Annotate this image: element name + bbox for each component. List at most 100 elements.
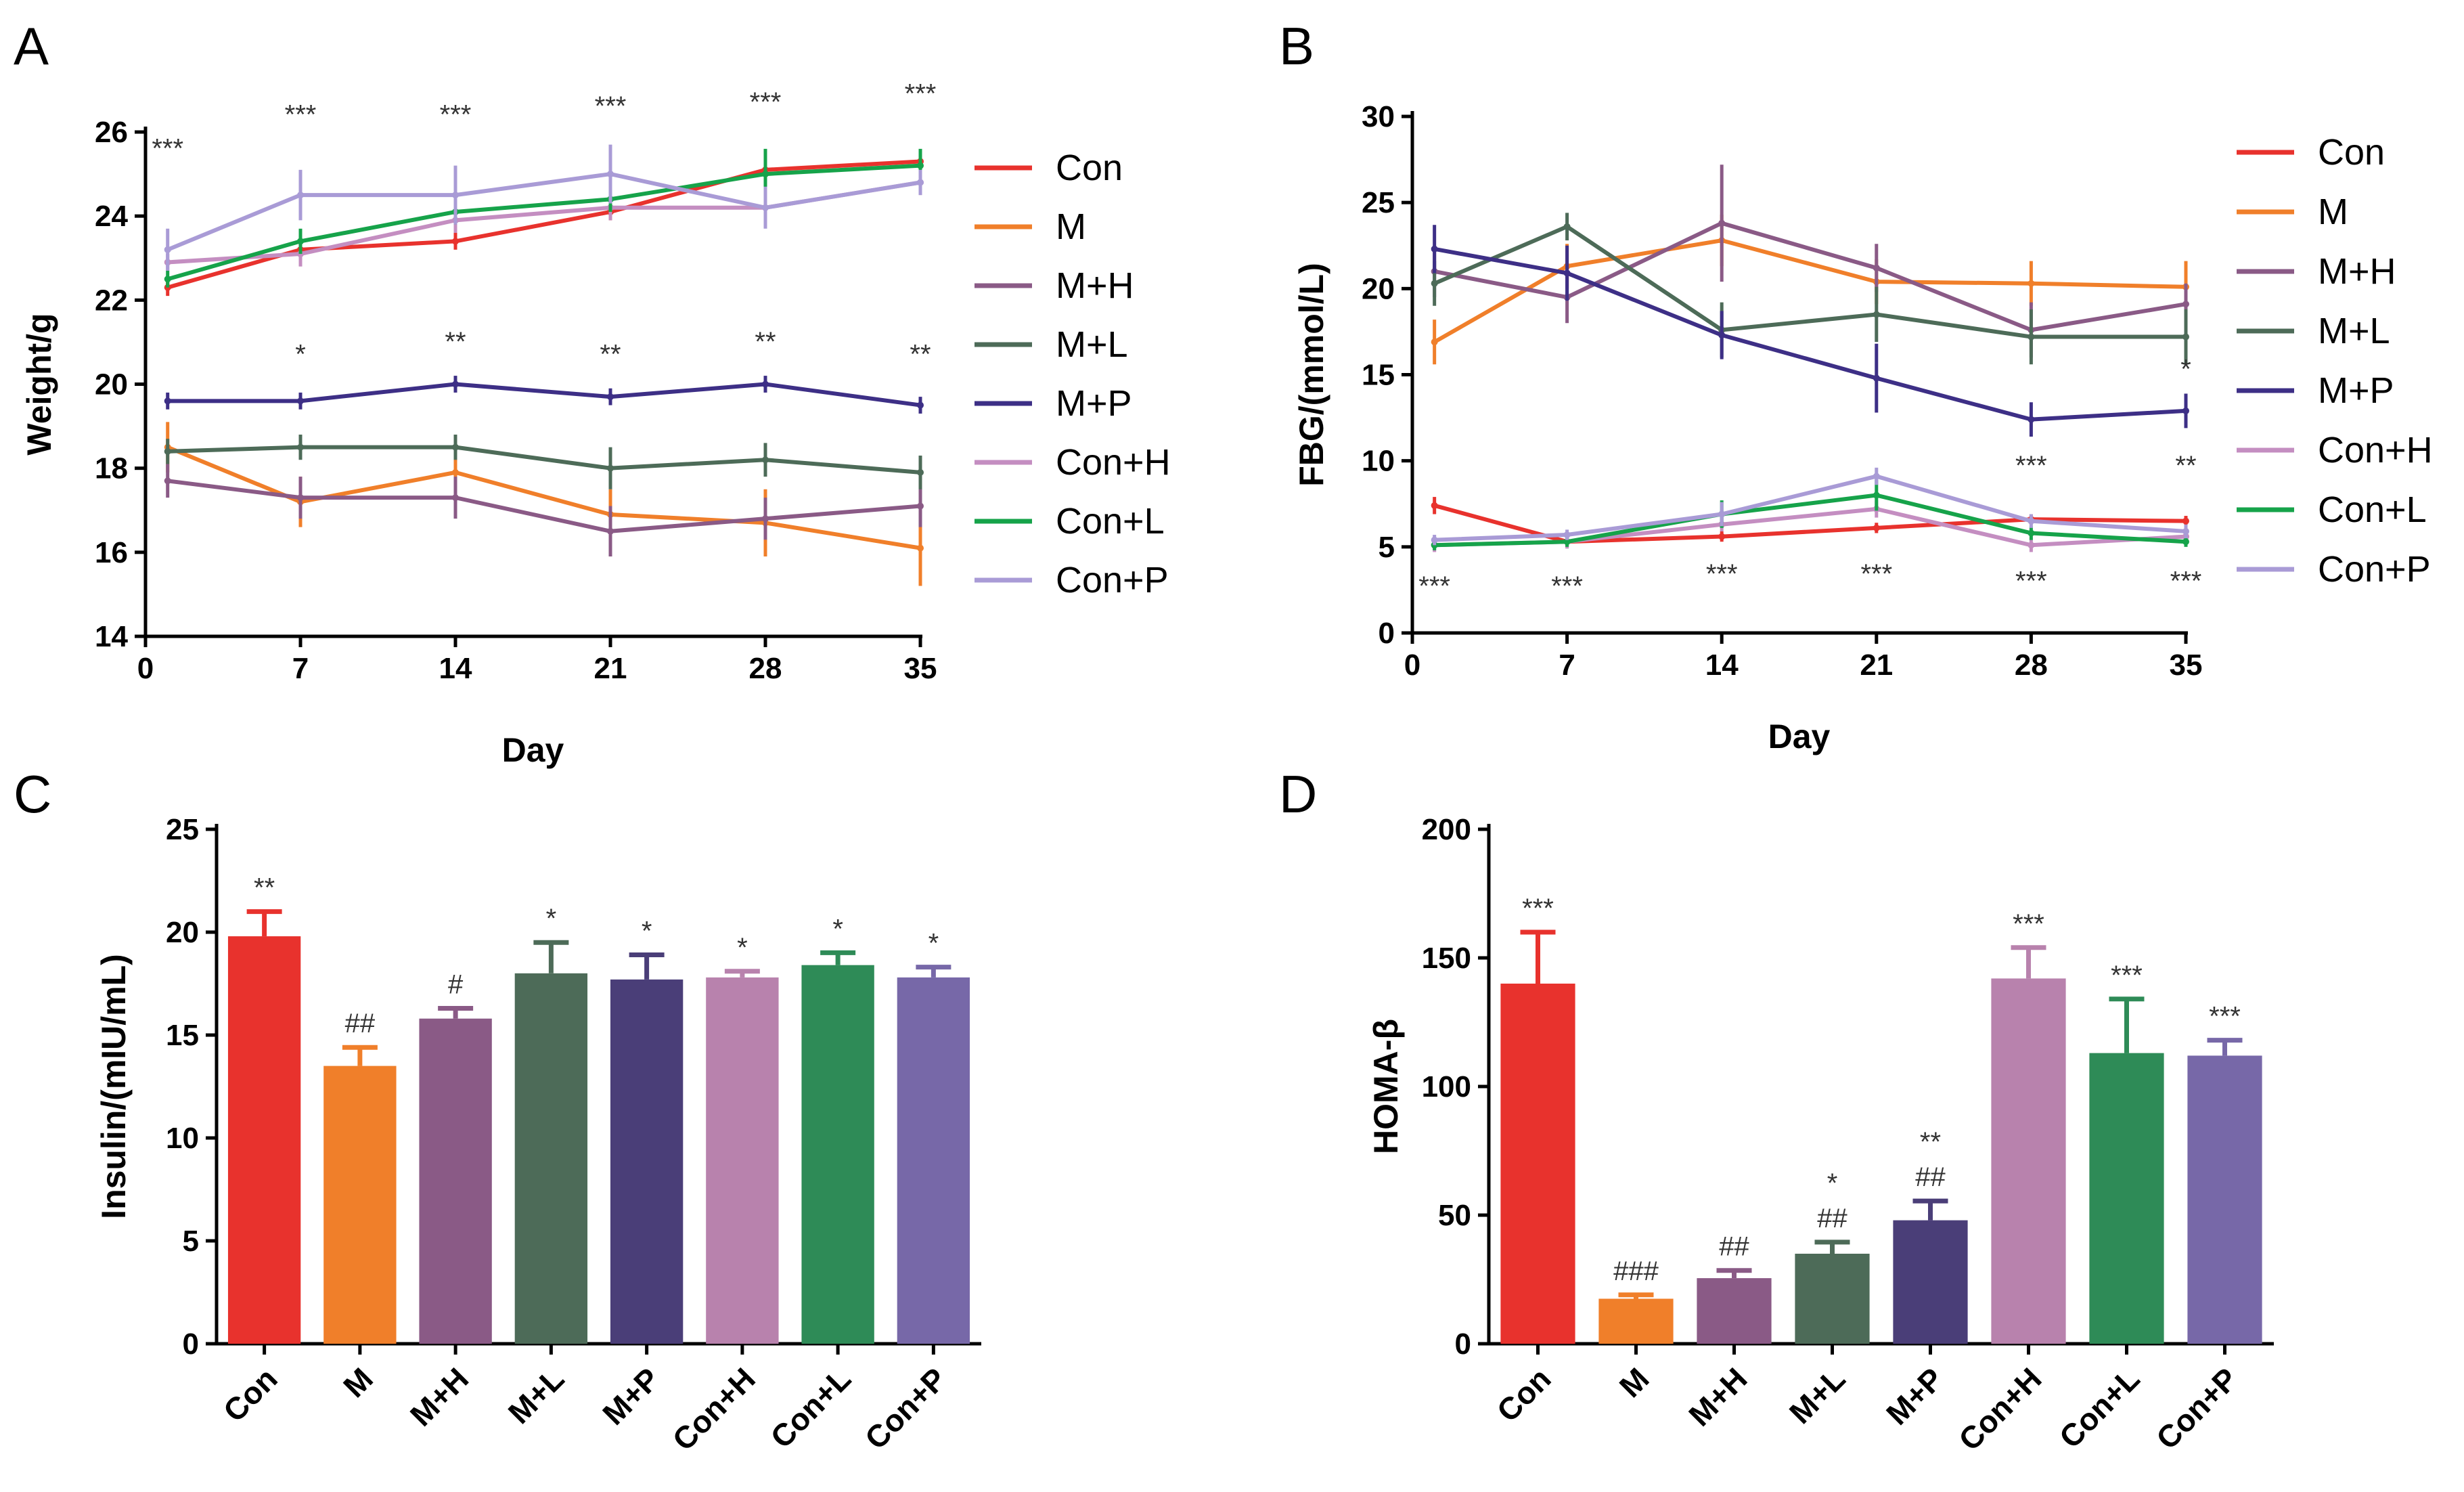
data-point [1563, 223, 1571, 230]
data-point [2182, 301, 2189, 308]
x-tick-label: 0 [1404, 649, 1420, 682]
bar [419, 1018, 492, 1344]
legend-label: M+P [2318, 370, 2394, 411]
data-point [2028, 280, 2035, 287]
significance-label: ** [445, 327, 466, 357]
data-point [2182, 527, 2189, 535]
legend-label: Con+L [2318, 489, 2427, 530]
significance-label: *** [2170, 566, 2202, 596]
data-point [164, 246, 171, 253]
data-point [1431, 245, 1438, 253]
series-line [1434, 246, 2187, 422]
series-line [1434, 493, 2187, 548]
y-tick-label: 5 [183, 1225, 199, 1258]
x-tick-label: 35 [904, 652, 937, 685]
data-point [1563, 538, 1571, 546]
significance-label: ** [755, 327, 776, 357]
bar [1697, 1278, 1772, 1344]
series-m-plus-p [164, 376, 924, 414]
bar [1598, 1298, 1674, 1344]
x-tick-label: 28 [2015, 649, 2048, 682]
bar-m-plus-h [1697, 1268, 1772, 1344]
bar-con-plus-l [801, 950, 874, 1344]
significance-label: *** [905, 79, 937, 109]
series-line [167, 445, 921, 475]
data-point [762, 204, 769, 211]
x-tick-label: 28 [749, 652, 782, 685]
y-axis-title: FBG/(mmol/L) [1293, 263, 1330, 487]
significance-label: *** [595, 91, 627, 121]
data-point [2182, 538, 2189, 546]
data-point [297, 443, 304, 451]
bar-m-plus-p [610, 952, 684, 1344]
data-point [607, 393, 614, 401]
data-point [452, 468, 459, 476]
data-point [762, 380, 769, 388]
bar-con [227, 909, 301, 1344]
significance-label: ** [1920, 1127, 1941, 1157]
x-tick-label: 21 [1860, 649, 1893, 682]
y-tick-label: 0 [183, 1328, 199, 1361]
legend-label: Con+H [2318, 430, 2433, 470]
panel-letter: B [1279, 16, 1314, 76]
series-line [1433, 224, 2186, 339]
y-tick-label: 25 [1362, 186, 1395, 219]
series-line [166, 445, 921, 550]
significance-label: * [832, 914, 843, 944]
x-tick-label: 7 [292, 652, 309, 685]
data-point [1563, 531, 1571, 539]
legend-label: Con+P [1056, 560, 1169, 600]
series-m-plus-p [1431, 225, 2189, 437]
panel-c: C0510152025Insulin/(mIU/mL)Con**M##M+H#M… [14, 764, 981, 1457]
bar [801, 965, 874, 1344]
y-axis-title: Weight/g [20, 313, 58, 455]
data-point [1563, 269, 1571, 277]
legend-label: M [2318, 192, 2348, 232]
significance-label: * [737, 933, 748, 963]
series-line [167, 479, 921, 533]
bar-m [323, 1045, 397, 1344]
legend-label: M+P [1056, 383, 1132, 424]
significance-label: *** [2209, 1002, 2241, 1032]
y-tick-label: 24 [95, 200, 128, 233]
bar [514, 973, 588, 1344]
bar-con-plus-l [2089, 996, 2164, 1344]
y-tick-label: 16 [95, 536, 128, 569]
series-line [1433, 238, 2187, 344]
y-axis-title: Insulin/(mIU/mL) [95, 954, 133, 1219]
significance-label: ** [2175, 451, 2196, 481]
data-point [2028, 333, 2035, 341]
panel-letter: C [14, 764, 51, 824]
significance-label: ** [910, 339, 931, 369]
data-point [607, 527, 614, 535]
legend-label: M+H [2318, 251, 2396, 292]
bar-con-plus-p [897, 965, 970, 1344]
significance-label: ## [1915, 1162, 1946, 1192]
data-point [1873, 311, 1880, 318]
bar [2187, 1055, 2262, 1344]
bar [1795, 1254, 1870, 1344]
x-tick-label: 14 [439, 652, 472, 685]
panel-b: B 0 5 10 15 20 25 30 0 7 14 21 28 35 Day FBG/(mmol/L) Co… [1279, 16, 2433, 755]
legend-label: Con+P [2318, 549, 2431, 590]
legend-label: Con+H [1056, 442, 1171, 483]
significance-label: *** [2111, 961, 2143, 990]
series-line [166, 163, 921, 282]
data-point [1873, 473, 1880, 480]
data-point [297, 238, 304, 245]
y-tick-label: 50 [1438, 1199, 1471, 1232]
data-point [2028, 416, 2035, 423]
data-point [297, 397, 304, 405]
data-point [1718, 533, 1726, 540]
y-tick-label: 22 [95, 284, 128, 317]
bar-con-plus-p [2187, 1038, 2262, 1344]
y-tick-label: 14 [95, 620, 128, 653]
significance-label: * [642, 916, 652, 946]
bar [323, 1066, 397, 1344]
bar [897, 977, 970, 1344]
significance-label: *** [1551, 571, 1583, 601]
y-tick-label: 20 [95, 368, 128, 401]
series-line [1434, 221, 2187, 332]
x-tick-label: 14 [1705, 649, 1739, 682]
significance-label: ** [254, 873, 275, 903]
